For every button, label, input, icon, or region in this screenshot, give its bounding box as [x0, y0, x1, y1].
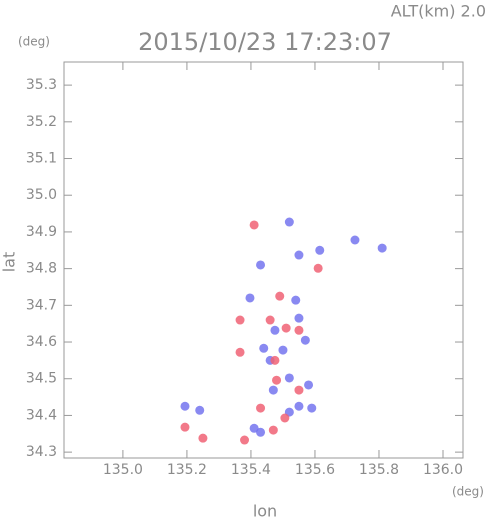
echo-cell	[291, 295, 301, 305]
echo-cell	[272, 375, 282, 385]
echo-cell	[249, 220, 259, 230]
x-tick-label: 135.2	[167, 462, 207, 478]
x-axis-label: lon	[253, 502, 277, 521]
echo-cell	[313, 263, 323, 273]
echo-cell	[256, 403, 266, 413]
y-tick-label: 35.1	[26, 151, 57, 167]
y-tick-label: 34.5	[26, 371, 57, 387]
echo-cell	[268, 425, 278, 435]
y-tick-label: 34.7	[26, 297, 57, 313]
echo-cell	[259, 343, 269, 353]
echo-cell	[377, 243, 387, 253]
echo-cell	[300, 335, 310, 345]
x-tick-label: 135.6	[295, 462, 335, 478]
echo-cell	[350, 235, 360, 245]
echo-cell	[275, 291, 285, 301]
x-tick-label: 136.0	[423, 462, 463, 478]
y-axis-label: lat	[0, 252, 19, 273]
echo-cell	[281, 323, 291, 333]
echo-cell	[245, 293, 255, 303]
echo-cell	[235, 347, 245, 357]
echo-cell	[307, 403, 317, 413]
echo-cell	[256, 260, 266, 270]
echo-cell	[198, 433, 208, 443]
echo-cell	[284, 373, 294, 383]
y-tick-label: 35.0	[26, 187, 57, 203]
echo-cell	[180, 401, 190, 411]
x-tick-label: 135.0	[103, 462, 143, 478]
echo-cell	[284, 217, 294, 227]
echo-cell	[240, 435, 250, 445]
plot-frame	[63, 61, 464, 459]
subtitle: ALT(km) 2.0	[391, 2, 486, 21]
echo-cell	[280, 413, 290, 423]
y-tick-label: 34.3	[26, 444, 57, 460]
echo-cell	[315, 245, 325, 255]
echo-cell	[294, 313, 304, 323]
echo-cell	[249, 423, 259, 433]
y-tick-label: 35.3	[26, 77, 57, 93]
y-tick-label: 35.2	[26, 114, 57, 130]
echo-cell	[294, 385, 304, 395]
y-tick-label: 34.6	[26, 334, 57, 350]
echo-cell	[294, 401, 304, 411]
echo-cell	[256, 427, 266, 437]
echo-cell	[265, 315, 275, 325]
y-unit: (deg)	[18, 35, 50, 49]
y-tick-label: 34.8	[26, 261, 57, 277]
chart-title: 2015/10/23 17:23:07	[138, 28, 392, 56]
echo-cell	[270, 355, 280, 365]
echo-cell	[180, 422, 190, 432]
y-tick-label: 34.4	[26, 407, 57, 423]
echo-cell	[294, 325, 304, 335]
echo-cell	[278, 345, 288, 355]
x-tick-label: 135.4	[231, 462, 271, 478]
echo-cell	[195, 405, 205, 415]
echo-cell	[268, 385, 278, 395]
x-unit: (deg)	[452, 485, 484, 499]
echo-cell	[235, 315, 245, 325]
y-tick-label: 34.9	[26, 224, 57, 240]
echo-cell	[294, 250, 304, 260]
echo-cell	[304, 380, 314, 390]
echo-cell	[270, 325, 280, 335]
x-tick-label: 135.8	[359, 462, 399, 478]
